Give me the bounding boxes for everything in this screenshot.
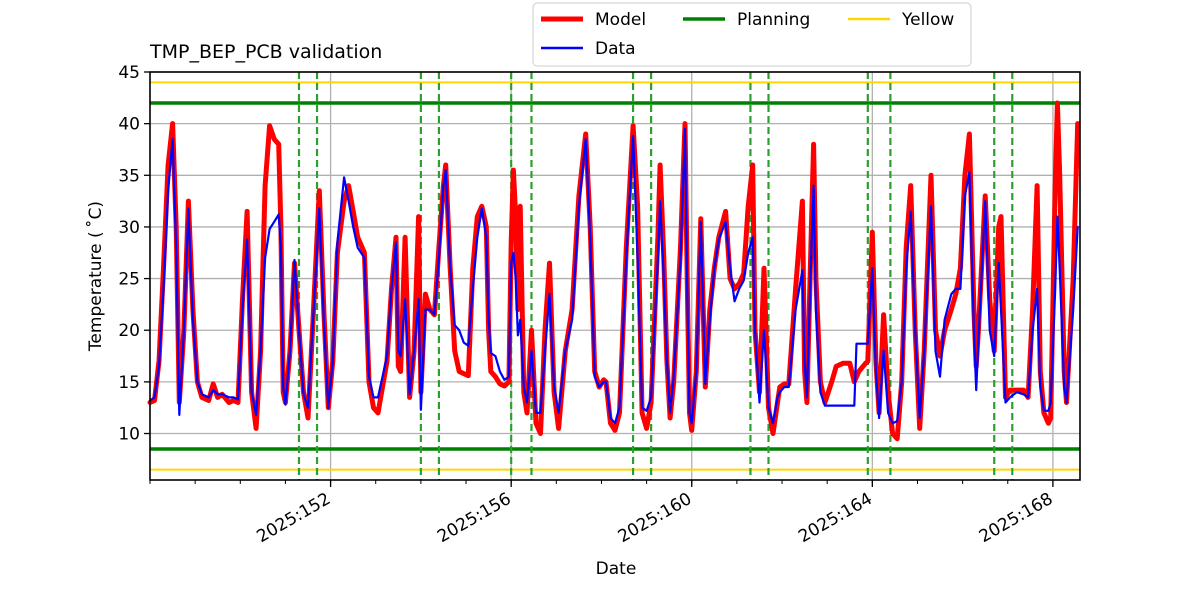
chart-title: TMP_BEP_PCB validation bbox=[149, 41, 382, 63]
limit-lines bbox=[150, 72, 1080, 480]
plot-frame bbox=[149, 71, 1081, 481]
legend-label-data: Data bbox=[595, 39, 636, 59]
legend: Model Data Planning Yellow bbox=[532, 2, 972, 67]
y-axis-label: Temperature ( ˚C) bbox=[85, 201, 106, 352]
y-tick-label: 45 bbox=[118, 63, 140, 83]
x-tick-label: 2025:160 bbox=[615, 489, 696, 547]
x-tick-label: 2025:168 bbox=[976, 489, 1057, 547]
legend-label-model: Model bbox=[595, 10, 646, 30]
legend-label-planning: Planning bbox=[737, 10, 810, 30]
legend-label-yellow: Yellow bbox=[901, 10, 954, 30]
x-tick-label: 2025:164 bbox=[795, 489, 876, 547]
y-tick-label: 15 bbox=[118, 373, 140, 393]
series-lines bbox=[147, 100, 1081, 442]
grid-lines bbox=[150, 71, 1080, 480]
y-tick-label: 35 bbox=[118, 166, 140, 186]
x-tick-label: 2025:156 bbox=[434, 489, 515, 547]
series-line-model bbox=[147, 100, 1081, 442]
y-tick-label: 30 bbox=[118, 218, 140, 238]
x-axis-label: Date bbox=[596, 559, 637, 579]
y-tick-label: 10 bbox=[118, 425, 140, 445]
x-tick-label: 2025:152 bbox=[254, 489, 335, 547]
series-line-data bbox=[148, 127, 1079, 425]
y-tick-label: 25 bbox=[118, 270, 140, 290]
y-tick-label: 40 bbox=[118, 115, 140, 135]
y-tick-label: 20 bbox=[118, 321, 140, 341]
